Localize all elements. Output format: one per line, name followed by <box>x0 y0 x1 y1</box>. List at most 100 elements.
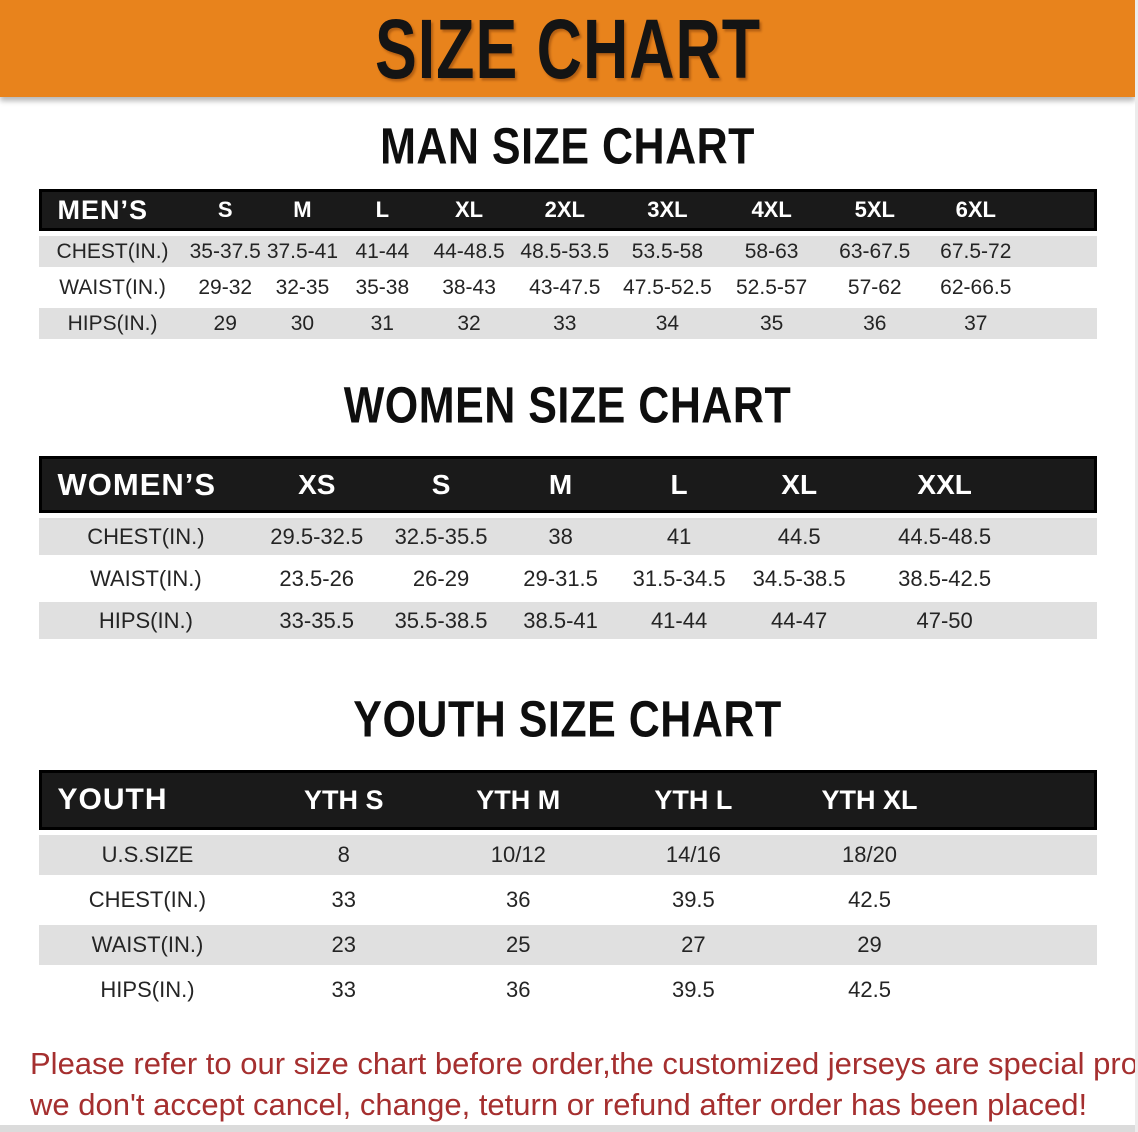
measurement-value: 35-38 <box>341 272 424 303</box>
row-label: CHEST(IN.) <box>38 880 257 920</box>
women-group-label: WOMEN’S <box>38 456 254 513</box>
measurement-value: 32.5-35.5 <box>380 518 502 555</box>
measurement-value: 44-48.5 <box>423 236 515 267</box>
size-column-header: S <box>380 456 502 513</box>
size-column-header: YTH M <box>431 770 606 830</box>
women-table-body: CHEST(IN.) 29.5-32.5 32.5-35.5 38 41 44.5 44.5… <box>38 518 1097 639</box>
filler-cell <box>1029 602 1097 639</box>
filler-cell <box>957 835 1097 875</box>
measurement-value: 27 <box>605 925 782 965</box>
measurement-value: 32-35 <box>263 272 342 303</box>
measurement-value: 8 <box>256 835 431 875</box>
measurement-value: 35-37.5 <box>186 236 264 267</box>
measurement-value: 34.5-38.5 <box>738 560 860 597</box>
women-size-chart-section: WOMEN SIZE CHART WOMEN’S XS S M L XL XXL CHEST… <box>0 378 1135 644</box>
measurement-value: 63-67.5 <box>823 236 927 267</box>
filler-cell <box>957 970 1097 1010</box>
measurement-value: 35 <box>719 308 824 339</box>
men-table-header: MEN’S S M L XL 2XL 3XL 4XL 5XL 6XL <box>38 189 1097 231</box>
size-column-header: XS <box>253 456 381 513</box>
measurement-value: 57-62 <box>823 272 927 303</box>
measurement-value: 52.5-57 <box>719 272 824 303</box>
measurement-value: 10/12 <box>431 835 606 875</box>
measurement-value: 44.5 <box>738 518 860 555</box>
measurement-value: 42.5 <box>781 970 958 1010</box>
measurement-value: 41 <box>619 518 739 555</box>
disclaimer-line-1: Please refer to our size chart before or… <box>30 1046 1138 1081</box>
measurement-value: 53.5-58 <box>615 236 720 267</box>
measurement-row: CHEST(IN.) 29.5-32.5 32.5-35.5 38 41 44.5 44.5… <box>38 518 1097 555</box>
size-column-header: XL <box>423 189 515 231</box>
measurement-value: 36 <box>823 308 927 339</box>
measurement-value: 58-63 <box>719 236 824 267</box>
measurement-value: 38-43 <box>423 272 515 303</box>
youth-header-row: YOUTH YTH S YTH M YTH L YTH XL <box>38 770 1097 830</box>
measurement-row: CHEST(IN.) 35-37.5 37.5-41 41-44 44-48.5 48.5… <box>38 236 1097 267</box>
measurement-value: 29.5-32.5 <box>253 518 381 555</box>
measurement-value: 23 <box>256 925 431 965</box>
women-size-table: WOMEN’S XS S M L XL XXL CHEST(IN.) 29.5-32.5 32.… <box>38 451 1097 644</box>
size-column-header: M <box>263 189 342 231</box>
youth-size-chart-heading: YOUTH SIZE CHART <box>353 691 782 749</box>
measurement-value: 33 <box>514 308 616 339</box>
measurement-value: 33 <box>256 880 431 920</box>
youth-size-chart-section: YOUTH SIZE CHART YOUTH YTH S YTH M YTH L YTH… <box>0 692 1135 1015</box>
measurement-value: 36 <box>431 970 606 1010</box>
measurement-value: 38 <box>501 518 620 555</box>
size-column-header: YTH L <box>605 770 782 830</box>
row-label: WAIST(IN.) <box>38 925 257 965</box>
size-column-header: L <box>341 189 424 231</box>
youth-size-table: YOUTH YTH S YTH M YTH L YTH XL U.S.SIZE 8 10/1… <box>38 765 1097 1015</box>
man-size-chart-section: MAN SIZE CHART MEN’S S M L XL 2XL 3XL 4XL 5XL 6XL… <box>0 119 1135 344</box>
measurement-value: 37.5-41 <box>263 236 342 267</box>
women-header-row: WOMEN’S XS S M L XL XXL <box>38 456 1097 513</box>
measurement-row: U.S.SIZE 8 10/12 14/16 18/20 <box>38 835 1097 875</box>
measurement-value: 43-47.5 <box>514 272 616 303</box>
size-column-header: 3XL <box>615 189 720 231</box>
banner-title: SIZE CHART <box>374 0 761 97</box>
measurement-value: 48.5-53.5 <box>514 236 616 267</box>
men-group-label: MEN’S <box>38 189 187 231</box>
row-label: CHEST(IN.) <box>38 518 254 555</box>
size-column-header: M <box>501 456 620 513</box>
row-label: HIPS(IN.) <box>38 970 257 1010</box>
youth-group-label: YOUTH <box>38 770 257 830</box>
measurement-value: 29 <box>186 308 264 339</box>
women-table-header: WOMEN’S XS S M L XL XXL <box>38 456 1097 513</box>
measurement-value: 31 <box>341 308 424 339</box>
measurement-value: 38.5-42.5 <box>859 560 1030 597</box>
measurement-value: 35.5-38.5 <box>380 602 502 639</box>
size-column-header: 4XL <box>719 189 824 231</box>
measurement-value: 38.5-41 <box>501 602 620 639</box>
disclaimer: Please refer to our size chart before or… <box>0 1045 1135 1125</box>
size-column-header: YTH S <box>256 770 431 830</box>
measurement-value: 29 <box>781 925 958 965</box>
measurement-value: 67.5-72 <box>926 236 1026 267</box>
measurement-value: 32 <box>423 308 515 339</box>
measurement-row: HIPS(IN.) 33 36 39.5 42.5 <box>38 970 1097 1010</box>
youth-table-body: U.S.SIZE 8 10/12 14/16 18/20 CHEST(IN.) 33 36 39… <box>38 835 1097 1010</box>
measurement-value: 26-29 <box>380 560 502 597</box>
men-size-table: MEN’S S M L XL 2XL 3XL 4XL 5XL 6XL CHEST(IN.) 35-3… <box>38 184 1097 344</box>
row-label: WAIST(IN.) <box>38 560 254 597</box>
size-column-header: XXL <box>859 456 1030 513</box>
filler-cell <box>1029 456 1097 513</box>
measurement-value: 33 <box>256 970 431 1010</box>
size-column-header: XL <box>738 456 860 513</box>
measurement-value: 23.5-26 <box>253 560 381 597</box>
row-label: WAIST(IN.) <box>38 272 187 303</box>
measurement-value: 18/20 <box>781 835 958 875</box>
measurement-row: HIPS(IN.) 29 30 31 32 33 34 35 36 37 <box>38 308 1097 339</box>
size-column-header: 5XL <box>823 189 927 231</box>
size-column-header: 2XL <box>514 189 616 231</box>
measurement-value: 31.5-34.5 <box>619 560 739 597</box>
size-column-header: S <box>186 189 264 231</box>
measurement-value: 41-44 <box>341 236 424 267</box>
measurement-value: 39.5 <box>605 970 782 1010</box>
bottom-bar <box>0 1125 1135 1132</box>
filler-cell <box>1029 518 1097 555</box>
row-label: HIPS(IN.) <box>38 602 254 639</box>
measurement-value: 47.5-52.5 <box>615 272 720 303</box>
measurement-value: 34 <box>615 308 720 339</box>
